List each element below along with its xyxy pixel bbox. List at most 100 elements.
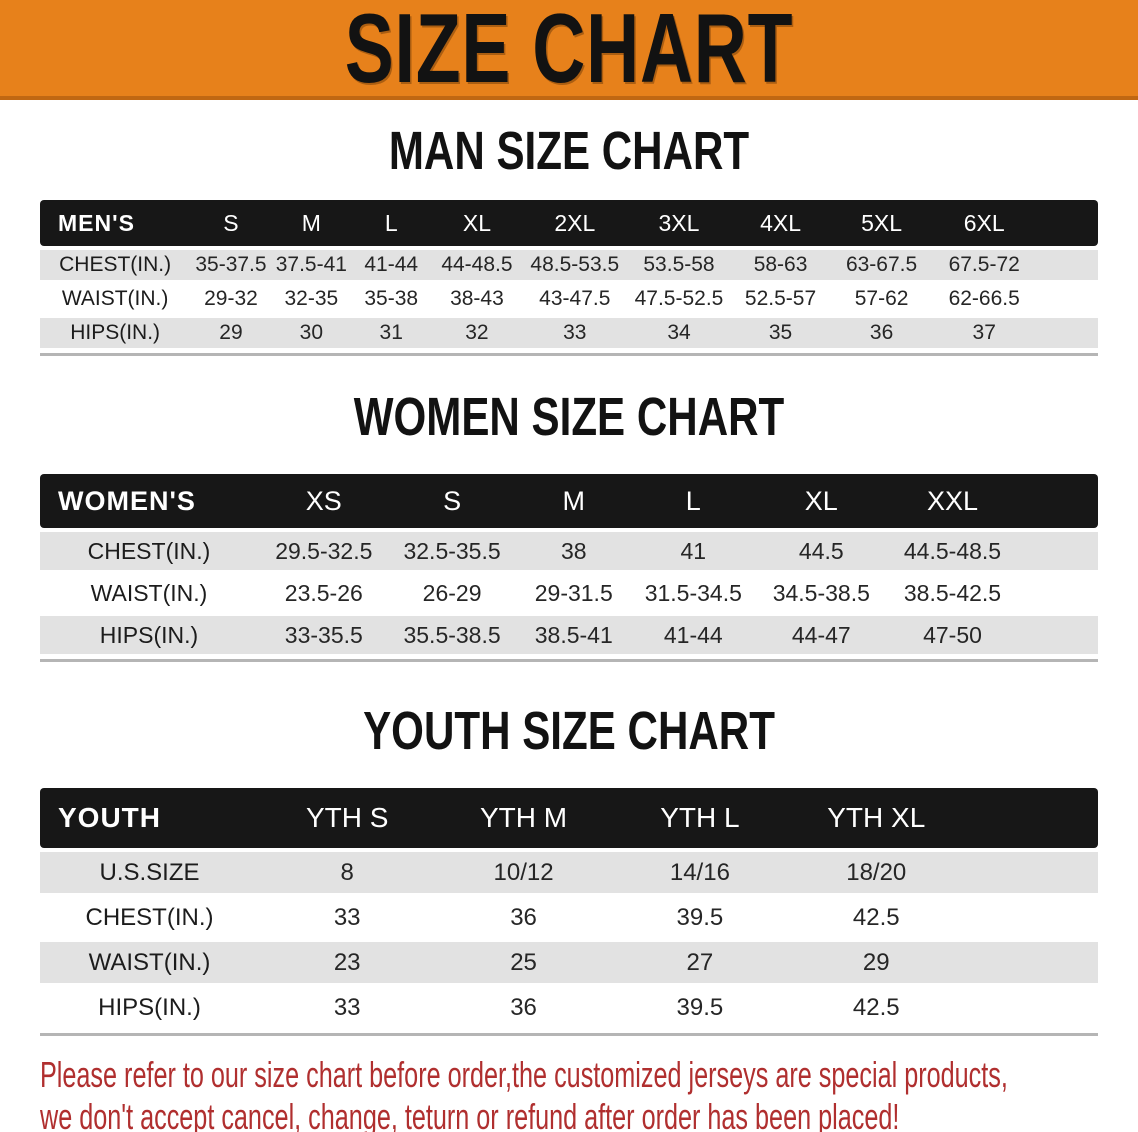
men-size-header: S	[190, 200, 272, 246]
size-value: 32	[431, 318, 523, 348]
size-value: 18/20	[788, 852, 965, 893]
size-value: 33-35.5	[257, 616, 390, 654]
women-size-chart-section: WOMEN SIZE CHART WOMEN'S XS S M L XL XXL	[0, 386, 1138, 662]
measure-label: HIPS(IN.)	[40, 616, 258, 654]
banner-title: SIZE CHART	[344, 0, 794, 103]
disclaimer-line-2: we don't accept cancel, change, teturn o…	[40, 1096, 900, 1132]
size-value: 26-29	[422, 579, 482, 606]
men-size-header: XL	[431, 200, 523, 246]
measure-label: HIPS(IN.)	[98, 993, 201, 1021]
size-chart-content: MAN SIZE CHART MEN'S S M L XL 2XL 3XL 4X…	[0, 120, 1138, 1132]
size-value: 33	[522, 318, 628, 348]
women-size-header: XS	[257, 474, 390, 528]
size-value: 29-31.5	[534, 579, 613, 606]
women-size-header: L	[632, 474, 754, 528]
youth-size-chart-title-text: YOUTH SIZE CHART	[363, 701, 775, 761]
spacer-cell	[964, 987, 1098, 1028]
youth-chest-row: CHEST(IN.) 33 36 39.5 42.5	[40, 897, 1098, 938]
size-value: 34.5-38.5	[772, 579, 870, 606]
spacer-cell	[1016, 574, 1098, 612]
size-value: 44.5-48.5	[889, 532, 1016, 570]
youth-size-header: YTH L	[611, 788, 789, 848]
spacer-cell	[964, 897, 1098, 938]
women-size-header: XL	[753, 474, 890, 528]
spacer-cell	[1035, 250, 1098, 280]
women-waist-row: WAIST(IN.) 23.5-26 26-29 29-31.5 31.5-34…	[40, 574, 1098, 612]
size-value: 35	[730, 318, 831, 348]
measure-label: CHEST(IN.)	[40, 250, 191, 280]
measure-label: WAIST(IN.)	[61, 287, 169, 310]
size-chart-banner: SIZE CHART	[0, 0, 1138, 103]
size-value: 41-44	[632, 616, 754, 654]
youth-ussize-row: U.S.SIZE 8 10/12 14/16 18/20	[40, 852, 1098, 893]
table-divider	[40, 1033, 1098, 1036]
size-value: 33	[333, 903, 361, 931]
spacer-cell	[1035, 318, 1098, 348]
size-value: 23	[259, 942, 436, 983]
size-value: 33	[333, 993, 361, 1021]
size-value: 44.5	[753, 532, 890, 570]
size-value: 38	[514, 532, 633, 570]
size-value: 47.5-52.5	[634, 287, 724, 310]
youth-size-header: YTH M	[435, 788, 612, 848]
size-value: 41	[632, 532, 754, 570]
size-value: 32.5-35.5	[389, 532, 515, 570]
size-value: 63-67.5	[830, 250, 933, 280]
women-size-header: M	[514, 474, 633, 528]
men-chest-row: CHEST(IN.) 35-37.5 37.5-41 41-44 44-48.5…	[40, 250, 1098, 280]
table-divider	[40, 659, 1098, 662]
size-value: 57-62	[854, 287, 909, 310]
men-size-header: 6XL	[932, 200, 1036, 246]
size-value: 36	[510, 993, 537, 1021]
women-size-header: S	[389, 474, 515, 528]
youth-size-chart-title: YOUTH SIZE CHART	[0, 700, 1138, 762]
spacer-cell	[1035, 200, 1098, 246]
men-header-row: MEN'S S M L XL 2XL 3XL 4XL 5XL 6XL	[40, 200, 1098, 246]
man-size-chart-section: MAN SIZE CHART MEN'S S M L XL 2XL 3XL 4X…	[0, 120, 1138, 356]
size-value: 48.5-53.5	[522, 250, 628, 280]
size-value: 10/12	[435, 852, 612, 893]
men-size-table: MEN'S S M L XL 2XL 3XL 4XL 5XL 6XL CHEST…	[40, 196, 1098, 352]
men-hips-row: HIPS(IN.) 29 30 31 32 33 34 35 36 37	[40, 318, 1098, 348]
size-value: 39.5	[676, 993, 724, 1021]
measure-label: HIPS(IN.)	[40, 318, 191, 348]
size-value: 44-47	[753, 616, 890, 654]
spacer-cell	[964, 852, 1098, 893]
youth-size-header: YTH XL	[788, 788, 965, 848]
size-value: 27	[611, 942, 789, 983]
size-value: 29	[788, 942, 965, 983]
women-size-table: WOMEN'S XS S M L XL XXL CHEST(IN.) 29.5-…	[40, 470, 1098, 658]
man-size-chart-title: MAN SIZE CHART	[0, 120, 1138, 182]
size-value: 53.5-58	[627, 250, 731, 280]
size-value: 37.5-41	[271, 250, 352, 280]
size-value: 58-63	[730, 250, 831, 280]
youth-header-row: YOUTH YTH S YTH M YTH L YTH XL	[40, 788, 1098, 848]
size-value: 23.5-26	[284, 579, 363, 606]
women-chest-row: CHEST(IN.) 29.5-32.5 32.5-35.5 38 41 44.…	[40, 532, 1098, 570]
size-value: 38-43	[450, 287, 504, 310]
size-value: 47-50	[889, 616, 1016, 654]
size-value: 31	[351, 318, 432, 348]
size-value: 35-37.5	[190, 250, 272, 280]
measure-label: CHEST(IN.)	[40, 532, 258, 570]
disclaimer-line-1: Please refer to our size chart before or…	[40, 1054, 1008, 1095]
size-value: 42.5	[852, 903, 900, 931]
spacer-cell	[964, 788, 1098, 848]
table-divider	[40, 353, 1098, 356]
spacer-cell	[964, 942, 1098, 983]
size-value: 43-47.5	[539, 287, 611, 310]
men-waist-row: WAIST(IN.) 29-32 32-35 35-38 38-43 43-47…	[40, 284, 1098, 314]
men-size-header: L	[351, 200, 432, 246]
size-value: 31.5-34.5	[644, 579, 742, 606]
women-size-header: XXL	[889, 474, 1016, 528]
youth-waist-row: WAIST(IN.) 23 25 27 29	[40, 942, 1098, 983]
size-value: 37	[932, 318, 1036, 348]
size-value: 29-32	[204, 287, 258, 310]
measure-label: WAIST(IN.)	[40, 942, 259, 983]
men-size-header: 5XL	[830, 200, 933, 246]
size-value: 39.5	[676, 903, 724, 931]
size-value: 35-38	[364, 287, 419, 310]
disclaimer-text: Please refer to our size chart before or…	[40, 1054, 1138, 1132]
size-value: 41-44	[351, 250, 432, 280]
youth-size-table: YOUTH YTH S YTH M YTH L YTH XL U.S.SIZE …	[40, 784, 1098, 1032]
